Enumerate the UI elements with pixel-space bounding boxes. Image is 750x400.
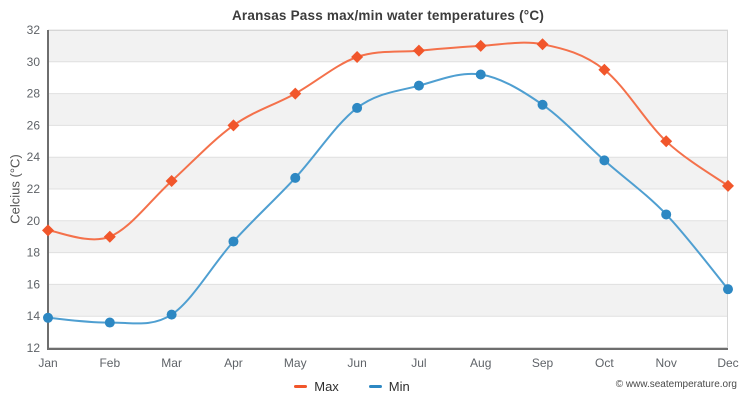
- x-tick-label: Dec: [717, 356, 738, 370]
- min-series-marker: [166, 309, 177, 320]
- min-series-marker: [475, 69, 486, 80]
- max-series-marker: [289, 87, 302, 100]
- max-series-marker: [536, 38, 549, 51]
- min-series-marker: [228, 236, 239, 247]
- max-series-marker: [722, 179, 734, 192]
- x-tick-label: Apr: [224, 356, 243, 370]
- max-series-marker: [103, 230, 116, 243]
- plot-band: [48, 284, 728, 317]
- plot-band: [48, 93, 728, 126]
- y-tick-label: 14: [27, 309, 41, 323]
- max-series-marker: [227, 119, 240, 132]
- y-tick-label: 32: [27, 23, 41, 37]
- min-series-marker: [413, 80, 424, 91]
- footer-copyright[interactable]: © www.seatemperature.org: [615, 379, 737, 390]
- x-tick-label: Sep: [532, 356, 554, 370]
- max-series-marker: [165, 175, 178, 188]
- min-series-marker: [352, 102, 363, 113]
- legend-label-min: Min: [388, 379, 410, 394]
- max-series-marker: [351, 51, 364, 64]
- y-tick-label: 12: [27, 341, 41, 355]
- legend-item-max[interactable]: Max: [294, 379, 339, 394]
- max-series-marker: [474, 39, 487, 52]
- y-tick-label: 16: [27, 277, 41, 291]
- max-series-marker: [598, 63, 611, 76]
- min-series-marker: [43, 312, 53, 323]
- max-legend-dash-icon: [294, 385, 308, 388]
- min-series-marker: [104, 317, 115, 328]
- y-tick-label: 28: [27, 87, 41, 101]
- x-tick-label: Aug: [470, 356, 491, 370]
- min-series-marker: [723, 284, 733, 295]
- min-series-marker: [537, 99, 548, 110]
- legend-label-max: Max: [314, 379, 339, 394]
- y-tick-label: 20: [27, 214, 41, 228]
- min-series-marker: [290, 172, 301, 183]
- x-tick-label: May: [284, 356, 307, 370]
- y-tick-label: 18: [27, 246, 41, 260]
- legend-item-min[interactable]: Min: [368, 379, 410, 394]
- plot-band: [48, 220, 728, 253]
- max-series-marker: [660, 135, 673, 148]
- x-tick-label: Jun: [347, 356, 366, 370]
- max-series-marker: [412, 44, 425, 57]
- min-legend-dash-icon: [368, 385, 382, 388]
- chart-title: Aransas Pass max/min water temperatures …: [231, 8, 545, 23]
- plot-band: [48, 157, 728, 189]
- y-tick-label: 24: [27, 150, 41, 164]
- y-tick-label: 26: [27, 118, 41, 132]
- y-tick-label: 30: [27, 55, 41, 69]
- x-tick-label: Mar: [161, 356, 182, 370]
- max-series-line: [47, 41, 729, 241]
- legend: Max Min: [0, 379, 727, 394]
- min-series-marker: [661, 209, 672, 220]
- max-series-marker: [42, 224, 54, 237]
- x-tick-label: Feb: [99, 356, 120, 370]
- plot-band: [48, 30, 728, 62]
- x-tick-label: Jul: [411, 356, 426, 370]
- x-tick-label: Jan: [38, 356, 57, 370]
- y-tick-label: 22: [27, 182, 41, 196]
- x-tick-label: Oct: [595, 356, 614, 370]
- min-series-marker: [599, 155, 610, 166]
- x-tick-label: Nov: [656, 356, 677, 370]
